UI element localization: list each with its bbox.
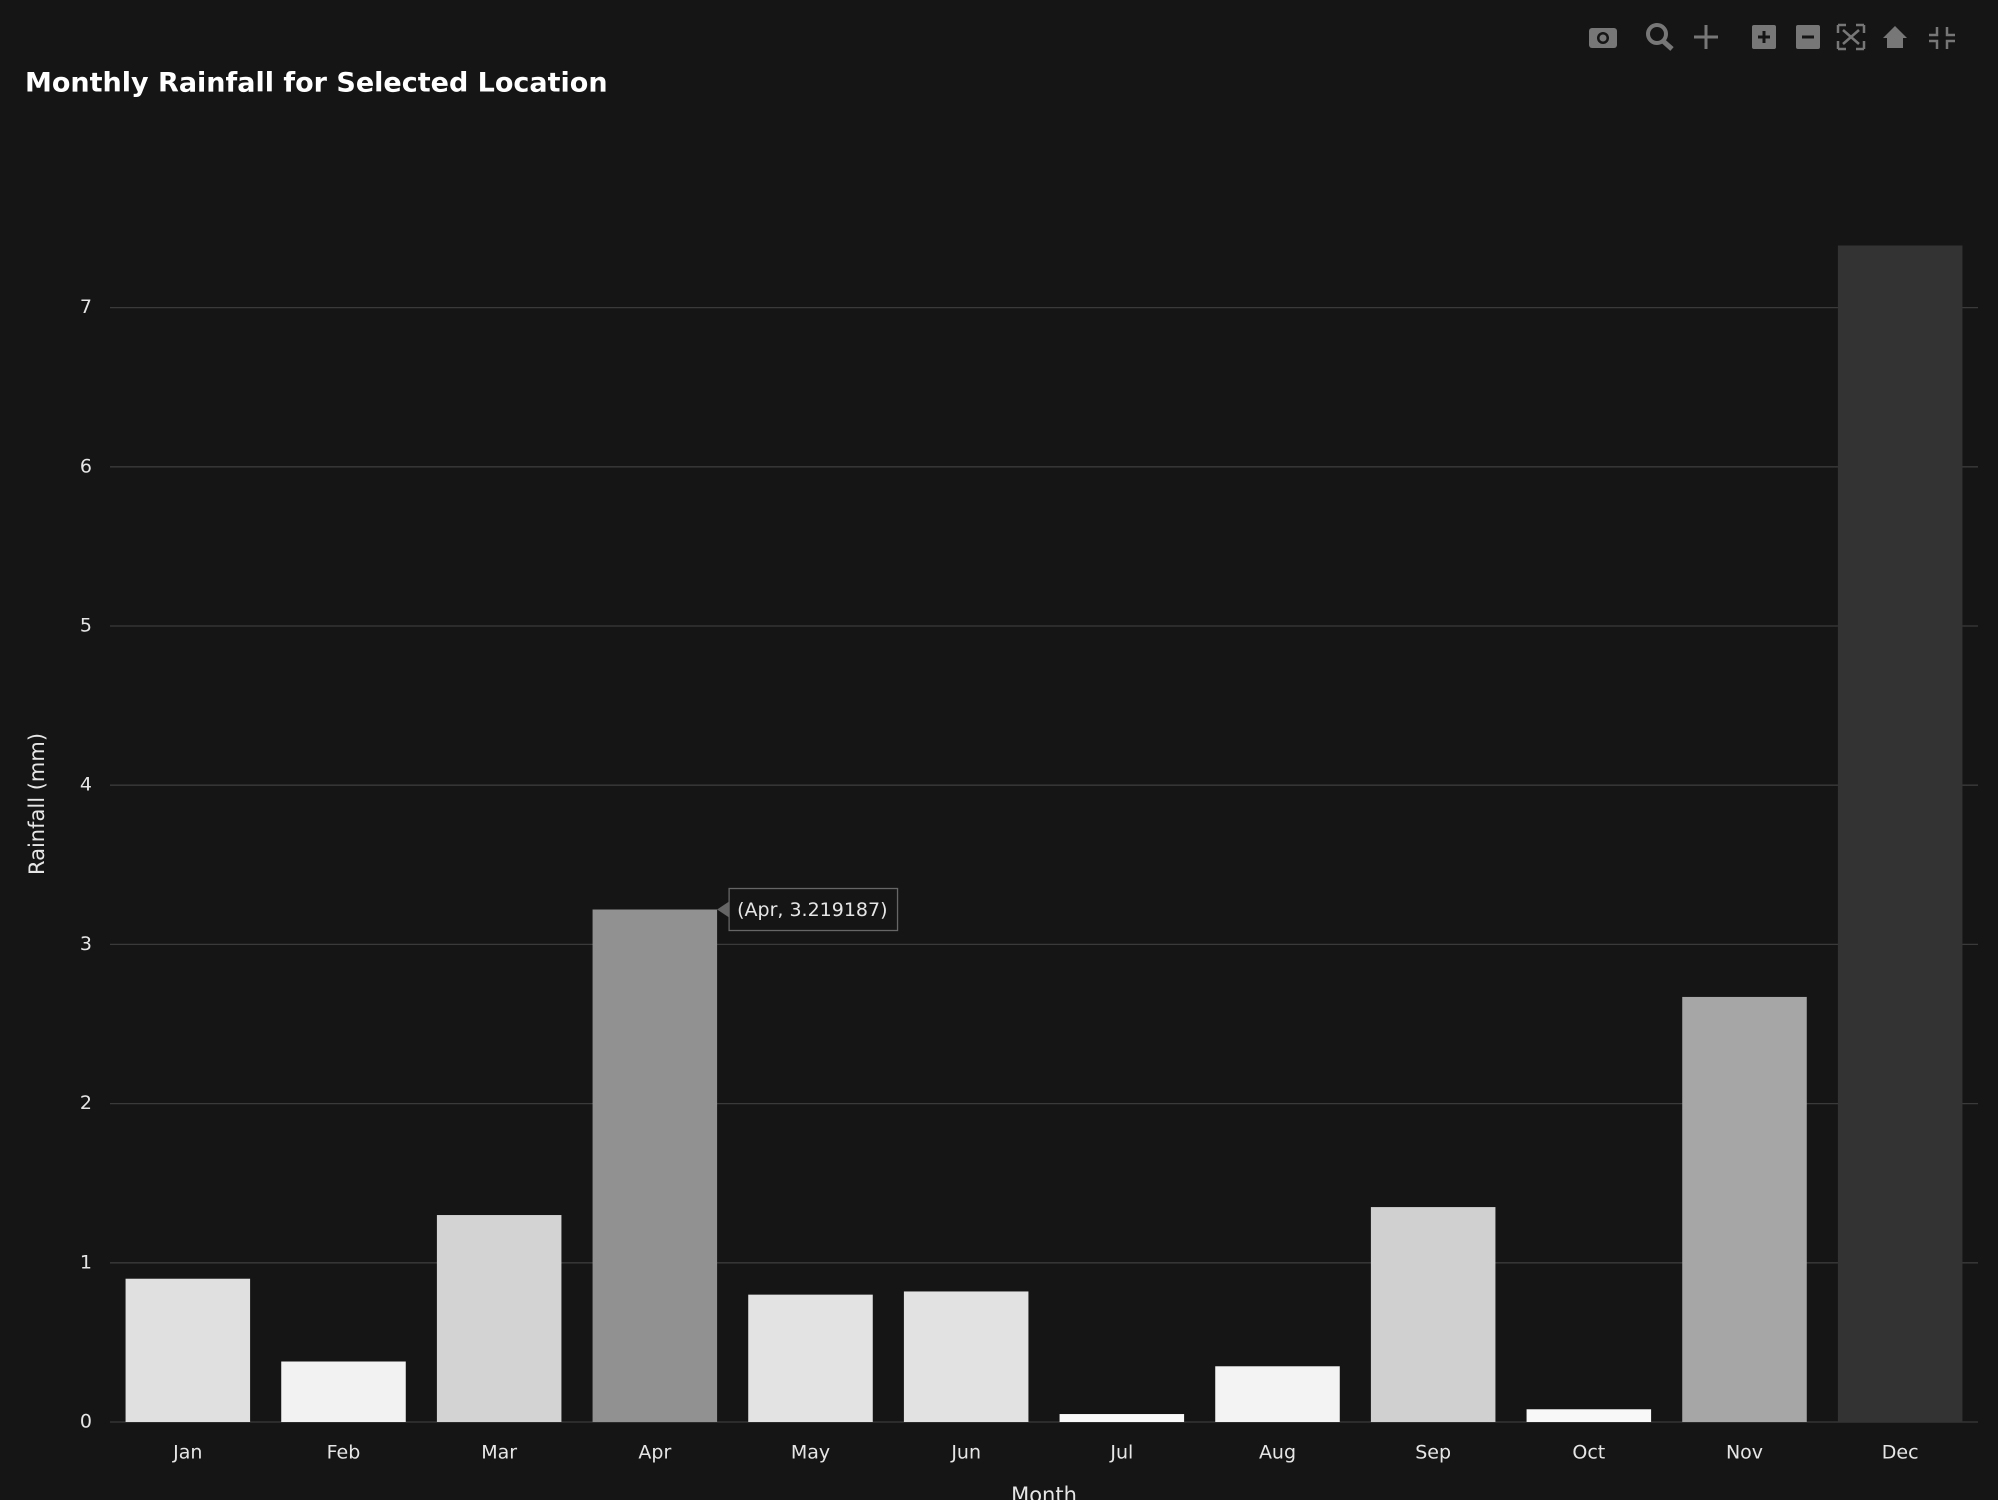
- pan-button[interactable]: [1694, 25, 1718, 49]
- x-tick-label: Apr: [638, 1442, 671, 1464]
- zoom-button[interactable]: [1646, 23, 1674, 51]
- y-tick-label: 1: [80, 1251, 92, 1273]
- camera-button[interactable]: [1589, 28, 1617, 48]
- x-tick-label: Jul: [1109, 1442, 1133, 1464]
- x-tick-label: Dec: [1882, 1442, 1919, 1464]
- x-tick-label: Aug: [1259, 1442, 1296, 1464]
- x-tick-label: Jan: [172, 1442, 202, 1464]
- bar: [1059, 1414, 1185, 1422]
- y-tick-label: 4: [80, 774, 92, 796]
- y-tick-label: 2: [80, 1092, 92, 1114]
- y-axis-title: Rainfall (mm): [25, 733, 49, 875]
- bar: [1526, 1409, 1652, 1422]
- autoscale-button[interactable]: [1836, 23, 1866, 51]
- x-tick-label: Sep: [1415, 1442, 1451, 1464]
- x-axis-title: Month: [1011, 1483, 1077, 1500]
- bar: [1215, 1366, 1340, 1422]
- zoom-in-button[interactable]: [1752, 25, 1776, 49]
- x-tick-label: May: [791, 1442, 830, 1464]
- tooltip-box: [728, 887, 899, 932]
- tooltip-pointer: [717, 901, 730, 918]
- bar: [436, 1215, 562, 1422]
- y-tick-label: 5: [80, 615, 92, 637]
- y-tick-label: 3: [80, 933, 92, 955]
- x-tick-label: Oct: [1572, 1442, 1605, 1464]
- toolbar: [1589, 23, 1955, 51]
- x-tick-label: Mar: [481, 1442, 517, 1464]
- bar: [281, 1361, 406, 1422]
- x-tick-label: Jun: [950, 1442, 981, 1464]
- tooltip: (Apr, 3.219187): [717, 887, 899, 932]
- bar: [1370, 1207, 1496, 1422]
- bar: [1837, 245, 1963, 1423]
- chart-title: Monthly Rainfall for Selected Location: [25, 68, 608, 99]
- bar: [748, 1294, 873, 1422]
- bar: [903, 1291, 1029, 1422]
- y-tick-label: 6: [80, 455, 92, 477]
- x-tick-label: Nov: [1726, 1442, 1763, 1464]
- x-tick-label: Feb: [327, 1442, 361, 1464]
- reset-button[interactable]: [1883, 26, 1907, 48]
- bar: [1682, 996, 1807, 1422]
- tooltip-text: (Apr, 3.219187): [737, 899, 887, 921]
- fullscreen-button[interactable]: [1929, 27, 1955, 49]
- y-tick-label: 0: [80, 1411, 92, 1433]
- y-tick-label: 7: [80, 296, 92, 318]
- zoom-out-button[interactable]: [1796, 25, 1820, 49]
- bar: [592, 909, 718, 1422]
- bar: [125, 1278, 251, 1422]
